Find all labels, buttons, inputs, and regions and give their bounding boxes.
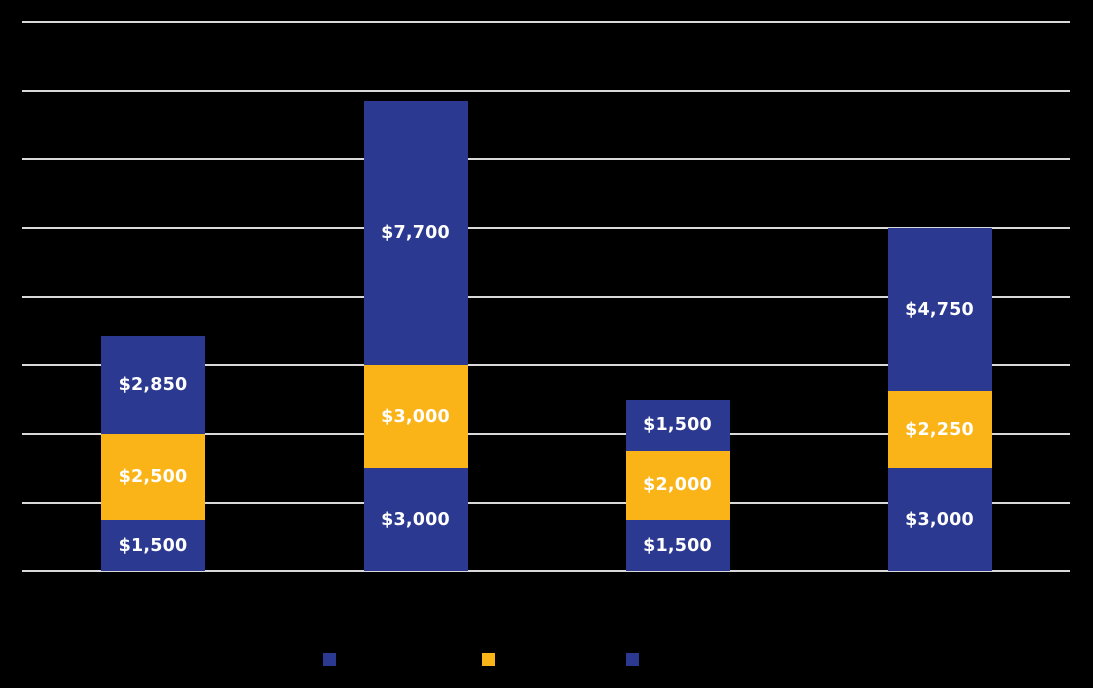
bar-segment[interactable]: $4,750	[887, 227, 992, 392]
bar-segment[interactable]: $1,500	[625, 399, 730, 452]
gridline	[22, 226, 1070, 229]
gridline	[22, 501, 1070, 504]
bar-segment-label: $2,850	[118, 375, 188, 396]
legend-marker[interactable]	[482, 653, 495, 666]
bar-segment-label: $3,000	[381, 406, 450, 427]
bar-segment-label: $2,500	[118, 466, 188, 487]
bar-segment-label: $7,700	[381, 223, 450, 244]
legend-marker[interactable]	[323, 653, 336, 666]
bar-segment[interactable]: $2,250	[887, 391, 992, 469]
bar-segment[interactable]: $2,500	[101, 433, 205, 520]
bar-segment[interactable]: $2,850	[101, 336, 205, 434]
bar-segment[interactable]: $1,500	[625, 519, 730, 572]
bar-segment[interactable]: $2,000	[625, 451, 730, 520]
gridline	[22, 432, 1070, 435]
gridline	[22, 158, 1070, 161]
x-axis-line	[22, 570, 1070, 573]
bar-segment-label: $1,500	[643, 535, 712, 556]
bar-segment-label: $1,500	[118, 535, 188, 556]
bar-segment-label: $2,250	[905, 419, 974, 440]
gridline	[22, 364, 1070, 367]
bar-segment[interactable]: $3,000	[363, 468, 468, 572]
gridline	[22, 295, 1070, 298]
bar-segment-label: $1,500	[643, 415, 712, 436]
bar-segment-label: $3,000	[381, 509, 450, 530]
bar-segment-label: $4,750	[905, 299, 974, 320]
gridline	[22, 21, 1070, 23]
gridline	[22, 89, 1070, 92]
bar-segment[interactable]: $3,000	[887, 468, 992, 572]
bar-segment-label: $3,000	[905, 509, 974, 530]
bar-segment[interactable]: $1,500	[101, 519, 205, 572]
bar-segment[interactable]: $7,700	[363, 100, 468, 366]
bar-segment-label: $2,000	[643, 475, 712, 496]
bar-segment[interactable]: $3,000	[363, 365, 468, 469]
legend-marker[interactable]	[626, 653, 639, 666]
